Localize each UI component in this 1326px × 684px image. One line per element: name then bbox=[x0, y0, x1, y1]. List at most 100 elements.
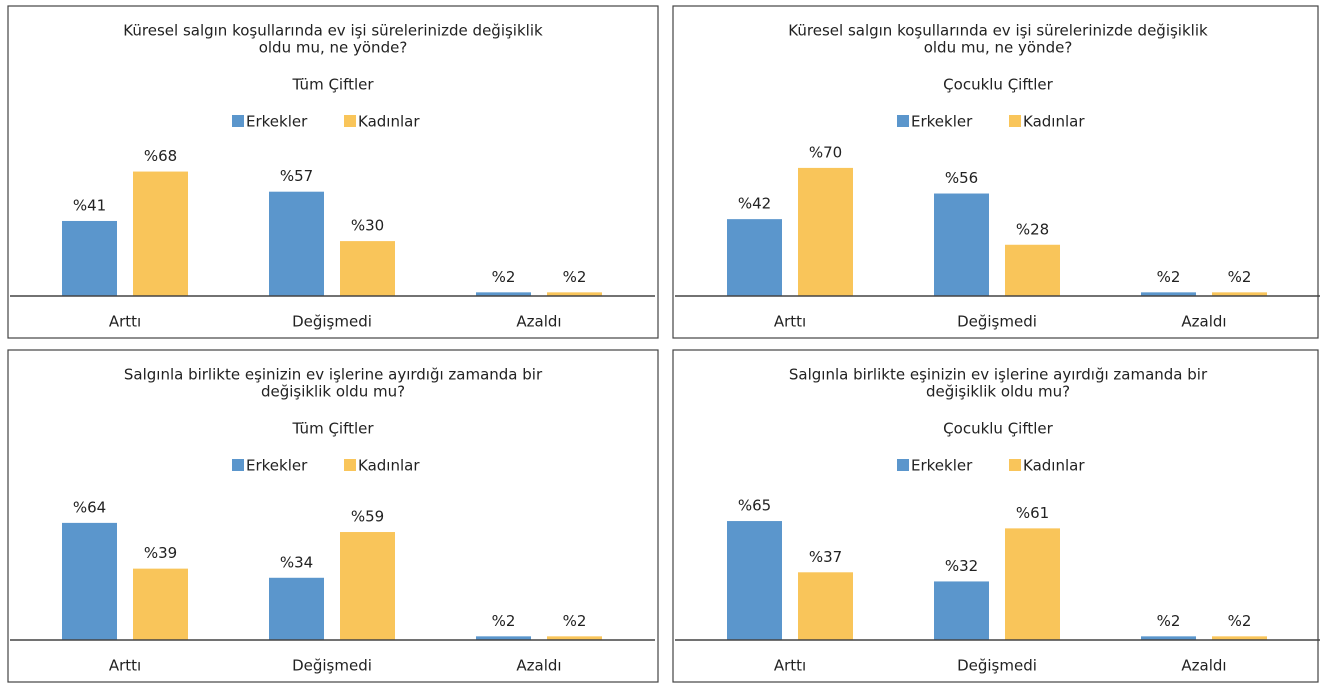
chart-title: Küresel salgın koşullarında ev işi sürel… bbox=[788, 22, 1208, 40]
value-label: %68 bbox=[144, 147, 177, 165]
bar bbox=[1141, 292, 1196, 296]
legend-swatch bbox=[897, 459, 909, 471]
chart-subtitle: Tüm Çiftler bbox=[291, 76, 374, 94]
legend-swatch bbox=[1009, 115, 1021, 127]
bar bbox=[340, 532, 395, 640]
value-label: %56 bbox=[945, 169, 978, 187]
bar bbox=[269, 191, 324, 296]
chart-panel: Salgınla birlikte eşinizin ev işlerine a… bbox=[672, 349, 1320, 683]
legend-item: Erkekler bbox=[897, 457, 973, 475]
bar bbox=[133, 171, 188, 296]
x-tick-label: Arttı bbox=[774, 657, 806, 675]
chart-title: Salgınla birlikte eşinizin ev işlerine a… bbox=[789, 366, 1208, 384]
chart-panel: Küresel salgın koşullarında ev işi sürel… bbox=[7, 5, 659, 339]
bar bbox=[476, 292, 531, 296]
value-label: %30 bbox=[351, 217, 384, 235]
bar bbox=[1141, 636, 1196, 640]
legend-swatch bbox=[232, 459, 244, 471]
chart-subtitle: Tüm Çiftler bbox=[291, 420, 374, 438]
legend-label: Erkekler bbox=[911, 457, 973, 475]
legend-label: Erkekler bbox=[246, 457, 308, 475]
legend-item: Kadınlar bbox=[344, 113, 420, 131]
chart-panel: Küresel salgın koşullarında ev işi sürel… bbox=[672, 5, 1320, 339]
chart-title: değişiklik oldu mu? bbox=[926, 383, 1070, 401]
bar bbox=[798, 167, 853, 296]
value-label: %2 bbox=[1157, 268, 1181, 286]
bar bbox=[340, 241, 395, 296]
chart-subtitle: Çocuklu Çiftler bbox=[943, 76, 1053, 94]
value-label: %39 bbox=[144, 544, 177, 562]
legend-item: Erkekler bbox=[232, 113, 308, 131]
x-tick-label: Arttı bbox=[774, 313, 806, 331]
bar bbox=[133, 568, 188, 640]
legend-swatch bbox=[232, 115, 244, 127]
value-label: %41 bbox=[73, 196, 106, 214]
legend-label: Kadınlar bbox=[1023, 113, 1085, 131]
bar bbox=[1212, 636, 1267, 640]
bar bbox=[269, 577, 324, 640]
bar bbox=[1212, 292, 1267, 296]
bar bbox=[547, 292, 602, 296]
value-label: %70 bbox=[809, 143, 842, 161]
legend-item: Kadınlar bbox=[1009, 113, 1085, 131]
legend-label: Kadınlar bbox=[358, 457, 420, 475]
bar bbox=[934, 193, 989, 296]
chart-title: oldu mu, ne yönde? bbox=[259, 39, 408, 57]
bar bbox=[62, 522, 117, 640]
legend-swatch bbox=[1009, 459, 1021, 471]
value-label: %57 bbox=[280, 167, 313, 185]
legend-swatch bbox=[344, 459, 356, 471]
legend-item: Kadınlar bbox=[1009, 457, 1085, 475]
value-label: %32 bbox=[945, 557, 978, 575]
legend-swatch bbox=[897, 115, 909, 127]
value-label: %2 bbox=[1228, 612, 1252, 630]
value-label: %2 bbox=[1157, 612, 1181, 630]
bar bbox=[476, 636, 531, 640]
legend-label: Erkekler bbox=[246, 113, 308, 131]
x-tick-label: Değişmedi bbox=[957, 313, 1037, 331]
x-tick-label: Azaldı bbox=[1181, 657, 1226, 675]
x-tick-label: Arttı bbox=[109, 657, 141, 675]
chart-subtitle: Çocuklu Çiftler bbox=[943, 420, 1053, 438]
value-label: %65 bbox=[738, 497, 771, 515]
bar bbox=[934, 581, 989, 640]
value-label: %2 bbox=[563, 268, 587, 286]
legend-item: Erkekler bbox=[897, 113, 973, 131]
value-label: %2 bbox=[563, 612, 587, 630]
chart-title: Küresel salgın koşullarında ev işi sürel… bbox=[123, 22, 543, 40]
chart-title: Salgınla birlikte eşinizin ev işlerine a… bbox=[124, 366, 543, 384]
value-label: %61 bbox=[1016, 504, 1049, 522]
x-tick-label: Değişmedi bbox=[292, 313, 372, 331]
value-label: %37 bbox=[809, 548, 842, 566]
bar bbox=[798, 572, 853, 640]
legend-label: Erkekler bbox=[911, 113, 973, 131]
value-label: %64 bbox=[73, 498, 106, 516]
bar bbox=[547, 636, 602, 640]
value-label: %2 bbox=[1228, 268, 1252, 286]
value-label: %59 bbox=[351, 508, 384, 526]
value-label: %34 bbox=[280, 553, 313, 571]
value-label: %42 bbox=[738, 195, 771, 213]
legend-item: Kadınlar bbox=[344, 457, 420, 475]
legend-swatch bbox=[344, 115, 356, 127]
bar bbox=[62, 220, 117, 296]
bar bbox=[727, 219, 782, 296]
chart-title: değişiklik oldu mu? bbox=[261, 383, 405, 401]
legend-item: Erkekler bbox=[232, 457, 308, 475]
value-label: %2 bbox=[492, 268, 516, 286]
chart-title: oldu mu, ne yönde? bbox=[924, 39, 1073, 57]
chart-panel: Salgınla birlikte eşinizin ev işlerine a… bbox=[7, 349, 659, 683]
legend-label: Kadınlar bbox=[1023, 457, 1085, 475]
bar bbox=[727, 521, 782, 640]
legend-label: Kadınlar bbox=[358, 113, 420, 131]
value-label: %2 bbox=[492, 612, 516, 630]
x-tick-label: Azaldı bbox=[516, 657, 561, 675]
bar bbox=[1005, 528, 1060, 640]
x-tick-label: Azaldı bbox=[1181, 313, 1226, 331]
x-tick-label: Değişmedi bbox=[292, 657, 372, 675]
x-tick-label: Azaldı bbox=[516, 313, 561, 331]
bar bbox=[1005, 244, 1060, 296]
value-label: %28 bbox=[1016, 220, 1049, 238]
x-tick-label: Arttı bbox=[109, 313, 141, 331]
